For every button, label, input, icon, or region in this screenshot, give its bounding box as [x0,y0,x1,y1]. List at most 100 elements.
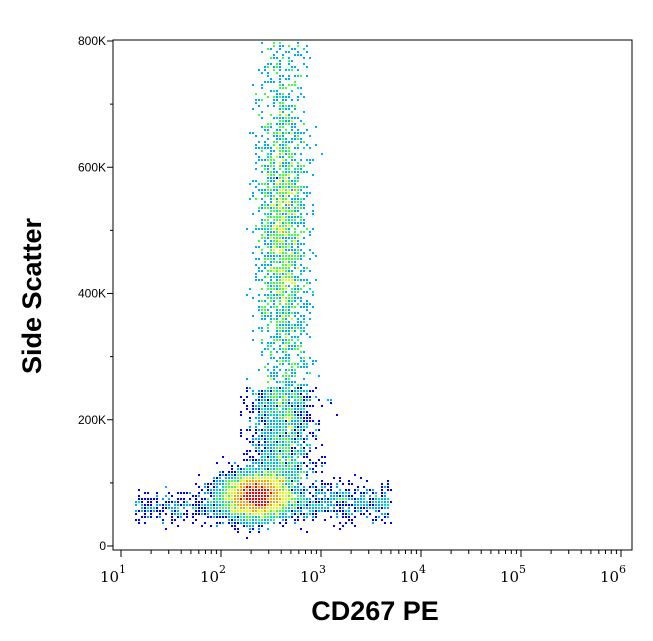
density-bin [390,489,392,491]
density-bin [288,378,290,380]
density-bin [234,507,236,509]
density-bin [267,225,269,227]
density-bin [279,237,281,239]
density-bin [270,288,272,290]
density-bin [270,501,272,503]
density-bin [294,327,296,329]
density-bin [309,303,311,305]
density-bin [249,498,251,500]
density-bin [156,504,158,506]
density-bin [270,192,272,194]
density-bin [297,438,299,440]
density-bin [288,459,290,461]
density-bin [297,405,299,407]
density-bin [246,525,248,527]
density-bin [294,315,296,317]
density-bin [201,498,203,500]
density-bin [210,516,212,518]
density-bin [216,516,218,518]
density-bin [225,516,227,518]
density-bin [252,252,254,254]
density-bin [258,531,260,533]
density-bin [285,354,287,356]
density-bin [252,405,254,407]
density-bin [285,360,287,362]
density-bin [189,504,191,506]
density-bin [282,513,284,515]
density-bin [297,42,299,44]
density-bin [384,516,386,518]
density-bin [237,480,239,482]
density-bin [285,144,287,146]
density-bin [294,399,296,401]
density-bin [264,126,266,128]
density-bin [282,240,284,242]
density-bin [264,189,266,191]
density-bin [291,405,293,407]
density-bin [285,270,287,272]
density-bin [306,306,308,308]
density-bin [177,516,179,518]
density-bin [312,174,314,176]
density-bin [267,96,269,98]
density-bin [156,516,158,518]
density-bin [171,507,173,509]
density-bin [246,537,248,539]
density-bin [282,165,284,167]
density-bin [279,231,281,233]
density-bin [180,516,182,518]
density-bin [258,294,260,296]
density-bin [273,348,275,350]
density-bin [294,450,296,452]
density-bin [312,204,314,206]
density-bin [207,483,209,485]
density-bin [294,219,296,221]
density-bin [294,507,296,509]
density-bin [300,315,302,317]
density-bin [312,294,314,296]
density-bin [285,495,287,497]
density-bin [282,108,284,110]
density-bin [216,489,218,491]
density-bin [291,453,293,455]
density-bin [285,243,287,245]
density-bin [273,243,275,245]
density-bin [300,255,302,257]
density-bin [291,198,293,200]
density-bin [261,279,263,281]
density-bin [330,516,332,518]
density-bin [297,336,299,338]
density-bin [264,498,266,500]
density-bin [261,51,263,53]
density-bin [303,417,305,419]
density-bin [285,453,287,455]
density-bin [270,513,272,515]
density-bin [276,57,278,59]
density-bin [294,513,296,515]
density-bin [309,231,311,233]
density-bin [294,312,296,314]
density-bin [255,459,257,461]
density-bin [291,303,293,305]
density-bin [273,66,275,68]
density-bin [276,516,278,518]
density-bin [264,300,266,302]
density-bin [285,465,287,467]
density-bin [309,159,311,161]
density-bin [237,501,239,503]
density-bin [285,387,287,389]
density-bin [282,171,284,173]
density-bin [234,492,236,494]
density-bin [303,453,305,455]
density-bin [306,393,308,395]
density-bin [288,303,290,305]
density-bin [267,72,269,74]
density-bin [294,522,296,524]
density-bin [207,489,209,491]
density-bin [279,381,281,383]
density-bin [231,465,233,467]
density-bin [279,270,281,272]
density-bin [267,363,269,365]
density-bin [339,501,341,503]
density-bin [303,462,305,464]
